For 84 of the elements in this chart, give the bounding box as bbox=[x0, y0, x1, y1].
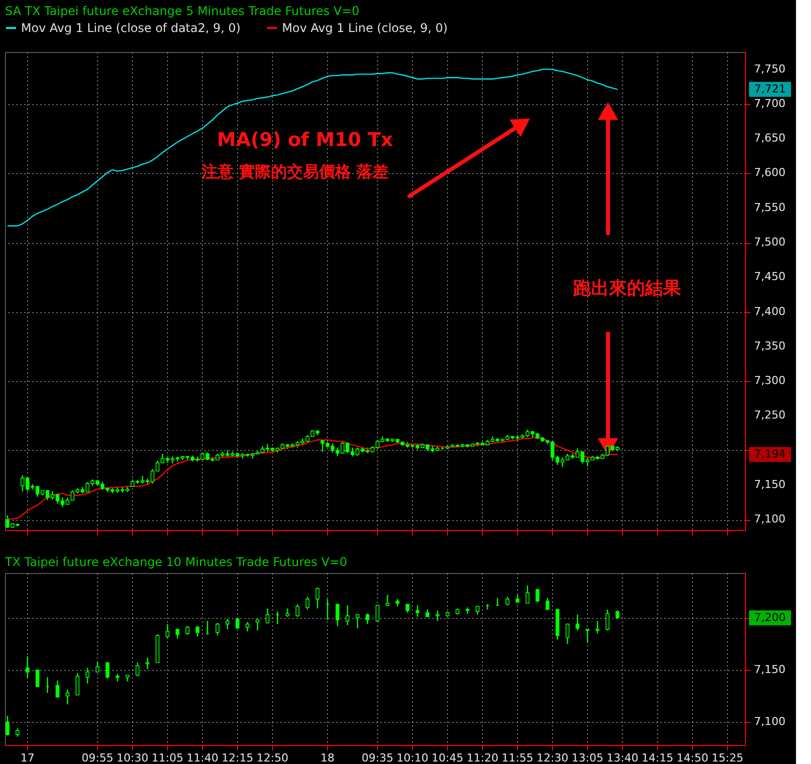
candlestick bbox=[196, 626, 200, 638]
candlestick bbox=[576, 614, 580, 631]
text: 7,721 bbox=[754, 82, 786, 96]
x-tick-label: 11:40 bbox=[186, 752, 218, 764]
x-tick-label: 12:30 bbox=[536, 752, 568, 764]
candlestick bbox=[266, 608, 270, 624]
x-tick-label: 14:15 bbox=[642, 752, 674, 764]
annotation: MA(9) of M10 Tx bbox=[217, 129, 393, 151]
y-tick-label: 7,550 bbox=[754, 200, 786, 214]
candlestick bbox=[226, 618, 230, 630]
chart-title: SA TX Taipei future eXchange 5 Minutes Trade Futures V=0 bbox=[5, 4, 360, 18]
candlestick bbox=[36, 670, 40, 688]
candlestick bbox=[546, 597, 550, 610]
x-tick-label: 18 bbox=[320, 752, 334, 764]
candlestick bbox=[306, 596, 310, 610]
candlestick bbox=[376, 604, 380, 622]
candlestick bbox=[336, 604, 340, 627]
y-tick-label: 7,250 bbox=[754, 408, 786, 422]
y-tick-label: 7,700 bbox=[754, 96, 786, 110]
candlestick bbox=[26, 656, 30, 679]
candlestick bbox=[316, 586, 320, 610]
y-tick-label: 7,400 bbox=[754, 304, 786, 318]
y-tick-label: 7,750 bbox=[754, 62, 786, 76]
candlestick bbox=[86, 667, 90, 684]
candlestick bbox=[106, 662, 110, 679]
x-tick-label: 12:15 bbox=[222, 752, 254, 764]
candlestick bbox=[366, 613, 370, 625]
candlestick bbox=[256, 618, 260, 631]
y-tick-label: 7,350 bbox=[754, 339, 786, 352]
candlestick bbox=[536, 588, 540, 603]
y-tick-label: 7,600 bbox=[754, 166, 786, 180]
x-tick-label: 13:40 bbox=[606, 752, 638, 764]
candlestick bbox=[596, 620, 600, 634]
candlestick bbox=[436, 610, 440, 622]
y-tick-label: 7,300 bbox=[754, 374, 786, 388]
candlestick bbox=[356, 614, 360, 629]
candlestick bbox=[96, 661, 100, 673]
candlestick bbox=[56, 680, 60, 698]
candlestick bbox=[236, 617, 240, 629]
candlestick bbox=[526, 584, 530, 604]
x-tick-label: 11:05 bbox=[152, 752, 184, 764]
candlestick bbox=[166, 623, 170, 638]
legend-label: Mov Avg 1 Line (close of data2, 9, 0) bbox=[21, 21, 241, 35]
candlestick bbox=[566, 623, 570, 644]
y-tick-label: 7,500 bbox=[754, 236, 786, 249]
candlestick bbox=[586, 628, 590, 644]
text: 7,194 bbox=[754, 447, 786, 460]
x-tick-label: 09:55 bbox=[82, 752, 114, 764]
x-tick-label: 10:30 bbox=[116, 752, 148, 764]
candlestick bbox=[176, 628, 180, 640]
text: 7,200 bbox=[754, 610, 786, 624]
x-tick-label: 10:45 bbox=[432, 752, 464, 764]
candlestick bbox=[416, 604, 420, 618]
candlestick bbox=[76, 672, 80, 696]
annotation: 跑出來的結果 bbox=[572, 278, 682, 299]
candlestick bbox=[246, 621, 250, 632]
x-tick-label: 15:25 bbox=[712, 752, 744, 764]
x-tick-label: 13:05 bbox=[572, 752, 604, 764]
candlestick bbox=[146, 656, 150, 670]
legend-label: Mov Avg 1 Line (close, 9, 0) bbox=[282, 21, 448, 35]
x-tick-label: 11:20 bbox=[466, 752, 498, 764]
x-tick-label: 09:35 bbox=[362, 752, 394, 764]
x-tick-label: 10:10 bbox=[396, 752, 428, 764]
y-tick-label: 7,150 bbox=[754, 478, 786, 491]
y-tick-label: 7,150 bbox=[754, 662, 786, 676]
y-tick-label: 7,650 bbox=[754, 132, 786, 145]
candlestick bbox=[606, 608, 610, 631]
candlestick bbox=[6, 715, 10, 736]
candlestick bbox=[346, 604, 350, 626]
x-tick-label: 17 bbox=[20, 752, 34, 764]
chart-title: TX Taipei future eXchange 10 Minutes Trade Futures V=0 bbox=[4, 555, 348, 569]
candlestick bbox=[296, 604, 300, 618]
x-tick-label: 12:50 bbox=[256, 752, 288, 764]
x-tick-label: 11:55 bbox=[502, 752, 534, 764]
x-tick-label: 14:50 bbox=[676, 752, 708, 764]
candlestick bbox=[386, 594, 390, 606]
line-series bbox=[6, 68, 618, 226]
y-tick-label: 7,450 bbox=[754, 270, 786, 284]
y-tick-label: 7,100 bbox=[754, 715, 786, 728]
annotation: 注意 實際的交易價格 落差 bbox=[200, 162, 389, 181]
y-tick-label: 7,100 bbox=[754, 512, 786, 526]
candlestick bbox=[216, 622, 220, 636]
candlestick bbox=[136, 662, 140, 677]
candlestick bbox=[66, 689, 70, 705]
